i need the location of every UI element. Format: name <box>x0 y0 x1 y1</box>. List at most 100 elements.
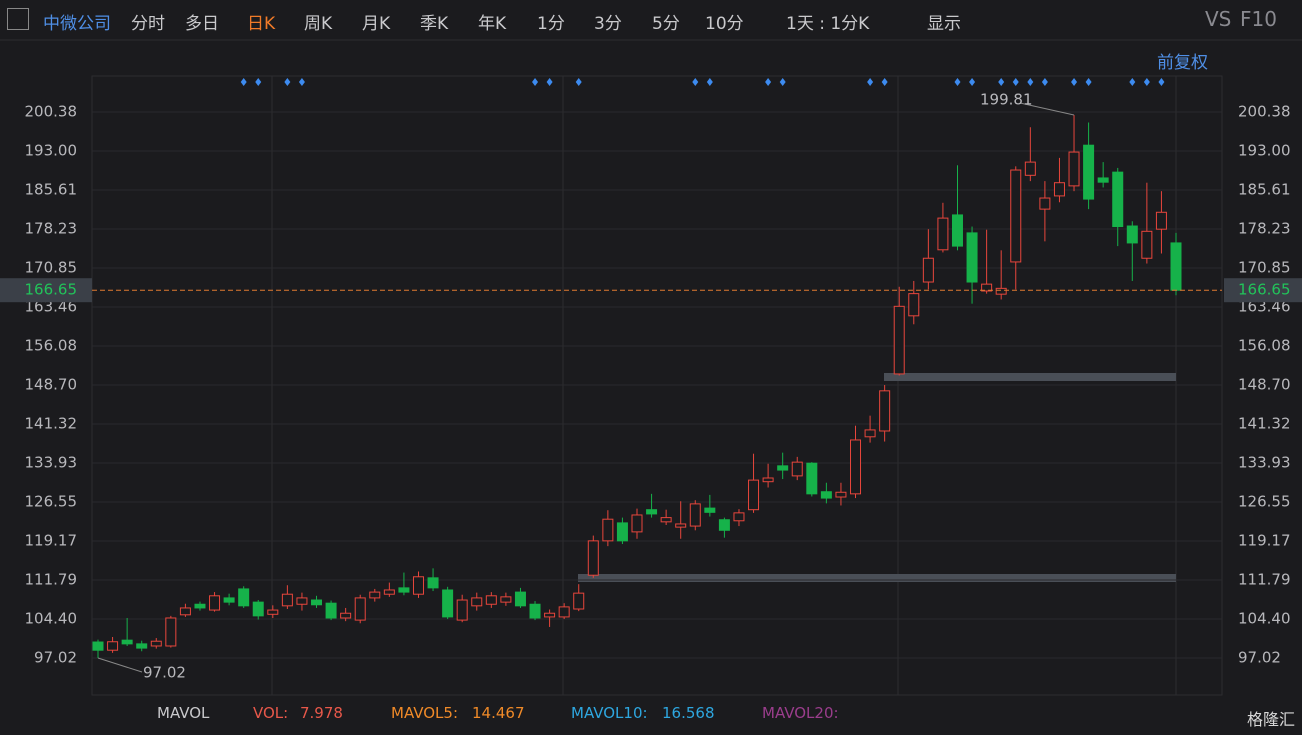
tab[interactable]: 1分 <box>537 14 565 34</box>
y-tick-label-right: 185.61 <box>1238 181 1291 199</box>
candle-body <box>777 465 789 471</box>
candle-body <box>1083 144 1095 200</box>
tab[interactable]: 季K <box>420 14 449 34</box>
low-leader <box>97 657 143 673</box>
event-marker <box>1012 78 1019 86</box>
last-price-label: 166.65 <box>25 281 78 299</box>
event-marker <box>1158 78 1165 86</box>
candle-body <box>616 522 628 542</box>
y-tick-label: 156.08 <box>25 337 78 355</box>
candle-body <box>631 514 643 533</box>
gap-band <box>884 373 1176 381</box>
y-tick-label: 111.79 <box>25 571 78 589</box>
y-tick-label: 148.70 <box>25 376 78 394</box>
y-tick-label: 141.32 <box>25 415 78 433</box>
y-tick-label: 185.61 <box>25 181 78 199</box>
tab[interactable]: 月K <box>362 14 391 34</box>
watermark: 格隆汇 <box>1247 710 1296 729</box>
candle-body <box>1126 225 1138 244</box>
event-marker <box>298 78 305 86</box>
y-tick-label: 119.17 <box>25 532 78 550</box>
y-tick-label: 200.38 <box>25 103 78 121</box>
f10-button[interactable]: F10 <box>1240 7 1277 31</box>
indicator-label: MAVOL5: <box>391 704 459 722</box>
candle-body <box>1068 151 1080 187</box>
candle-body <box>281 593 293 607</box>
candle-body <box>995 287 1007 295</box>
tab[interactable]: 3分 <box>594 14 622 34</box>
y-tick-label: 97.02 <box>34 649 77 667</box>
candle-body <box>981 283 993 292</box>
event-marker <box>867 78 874 86</box>
event-marker <box>532 78 539 86</box>
indicator-name[interactable]: MAVOL <box>157 704 210 722</box>
indicator-label: MAVOL10: <box>571 704 648 722</box>
candle-body <box>966 232 978 283</box>
candle-body <box>544 612 556 618</box>
tab[interactable]: 日K <box>247 14 276 34</box>
candle-body <box>252 601 264 617</box>
candle-body <box>325 602 337 619</box>
y-tick-label-right: 170.85 <box>1238 259 1291 277</box>
candle-body <box>529 603 541 619</box>
candle-body <box>922 257 934 283</box>
interval-select[interactable]: 1天 : 1分K <box>786 14 870 34</box>
candle-body <box>150 640 162 647</box>
tab[interactable]: 周K <box>304 14 333 34</box>
tab[interactable]: 5分 <box>652 14 680 34</box>
tab[interactable]: 分时 <box>131 14 165 34</box>
vs-button[interactable]: VS <box>1205 7 1232 31</box>
display-menu[interactable]: 显示 <box>927 14 961 34</box>
adjust-button[interactable]: 前复权 <box>1157 53 1208 73</box>
y-tick-label: 104.40 <box>25 610 78 628</box>
candle-body <box>238 588 250 607</box>
event-marker <box>779 78 786 86</box>
candle-body <box>850 439 862 495</box>
candle-body <box>340 612 352 619</box>
candle-body <box>179 607 191 616</box>
candle-body <box>602 518 614 542</box>
gap-band <box>578 574 1176 582</box>
event-marker <box>765 78 772 86</box>
candle-body <box>311 599 323 606</box>
tab[interactable]: 多日 <box>185 14 219 34</box>
candle-body <box>733 512 745 522</box>
candle-body <box>835 491 847 498</box>
event-marker <box>1041 78 1048 86</box>
candle-body <box>442 589 454 618</box>
event-marker <box>546 78 553 86</box>
candle-body <box>806 462 818 495</box>
y-tick-label-right: 141.32 <box>1238 415 1291 433</box>
candle-body <box>1170 242 1182 291</box>
candle-body <box>646 509 658 515</box>
tab[interactable]: 10分 <box>705 14 744 34</box>
stock-name[interactable]: 中微公司 <box>43 14 111 34</box>
candle-body <box>762 477 774 483</box>
candle-body <box>951 214 963 247</box>
event-marker <box>1027 78 1034 86</box>
event-marker <box>1143 78 1150 86</box>
event-marker <box>881 78 888 86</box>
indicator-value: 14.467 <box>472 704 525 722</box>
indicator-label: MAVOL20: <box>762 704 839 722</box>
candle-body <box>1053 182 1065 197</box>
menu-icon[interactable] <box>7 8 29 30</box>
candle-body <box>514 591 526 607</box>
candle-body <box>864 429 876 438</box>
candle-body <box>558 606 570 618</box>
y-tick-label-right: 148.70 <box>1238 376 1291 394</box>
candle-body <box>107 641 119 651</box>
event-marker <box>954 78 961 86</box>
candle-body <box>136 643 148 649</box>
event-marker <box>1071 78 1078 86</box>
candle-body <box>908 293 920 317</box>
candle-body <box>660 517 672 523</box>
candle-body <box>471 597 483 607</box>
tab[interactable]: 年K <box>478 14 507 34</box>
candle-body <box>209 595 221 611</box>
y-tick-label-right: 104.40 <box>1238 610 1291 628</box>
y-tick-label-right: 200.38 <box>1238 103 1291 121</box>
candle-body <box>879 390 891 432</box>
candle-body <box>267 609 279 615</box>
candle-body <box>820 491 832 499</box>
